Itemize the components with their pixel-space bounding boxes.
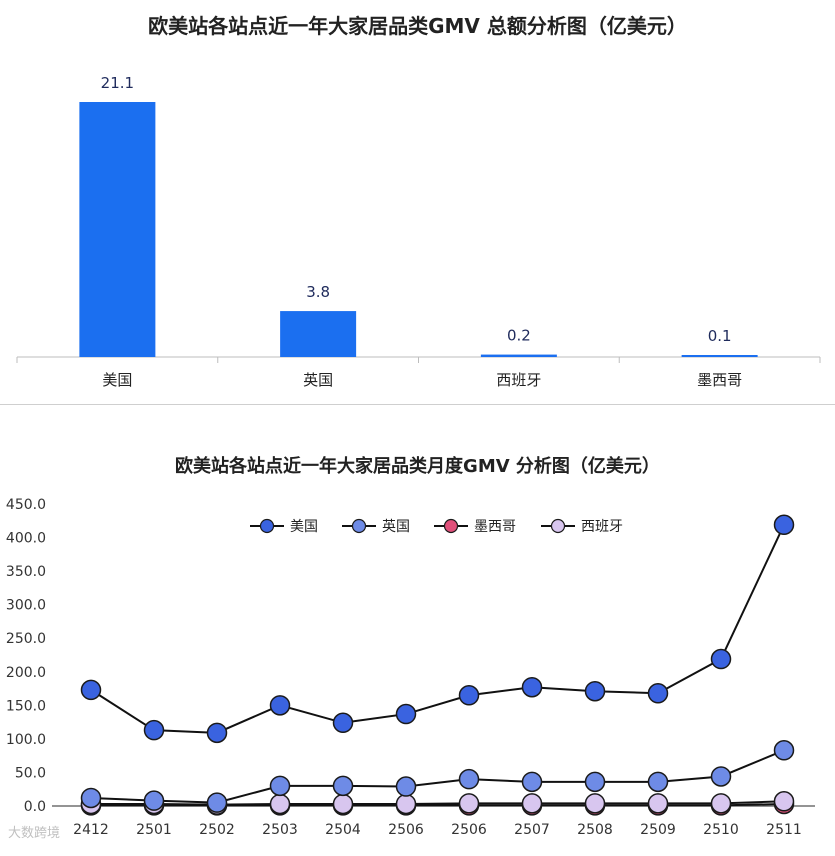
x-tick-label: 2506: [388, 822, 424, 838]
series-0-point: [395, 703, 417, 725]
series-1-point: [584, 771, 606, 793]
series-0-point: [206, 722, 228, 744]
series-1-point: [458, 768, 480, 790]
x-tick-label: 2412: [73, 822, 109, 838]
bar-3: [681, 355, 758, 357]
series-3-point: [458, 793, 480, 814]
legend-label: 英国: [382, 518, 410, 535]
y-tick-label: 450.0: [6, 497, 46, 513]
series-1-point: [710, 766, 732, 787]
series-0-point: [458, 685, 480, 706]
series-0-point: [647, 683, 669, 704]
series-1-point: [395, 776, 417, 797]
panel-divider: [0, 404, 835, 405]
x-tick-label: 2508: [577, 822, 613, 838]
series-1-point: [521, 771, 543, 793]
bar-value-label: 3.8: [306, 283, 330, 301]
series-0-point: [521, 676, 543, 698]
x-tick-label: 2503: [262, 822, 298, 838]
bar-chart-plot: 21.1 美国 3.8 英国 0.2 西班牙 0.1 墨西哥: [16, 74, 821, 389]
bar-category-label: 墨西哥: [697, 371, 742, 389]
series-0-point: [143, 719, 165, 741]
series-3-point: [584, 793, 606, 814]
bar-value-label: 0.1: [708, 327, 732, 345]
bar-value-label: 21.1: [101, 74, 134, 92]
series-3-point: [269, 793, 291, 815]
series-1-point: [80, 787, 102, 809]
series-0-point: [710, 648, 732, 670]
series-3-point: [773, 791, 795, 812]
y-tick-label: 250.0: [6, 631, 46, 647]
bar-2: [480, 354, 557, 357]
bar-chart-title: 欧美站各站点近一年大家居品类GMV 总额分析图（亿美元）: [148, 14, 687, 38]
x-tick-label: 2507: [514, 822, 550, 838]
series-3-point: [395, 793, 417, 815]
bar-0: [79, 102, 156, 357]
legend-label: 美国: [290, 519, 318, 535]
x-tick-label: 2509: [640, 822, 676, 838]
series-0-point: [773, 514, 795, 536]
legend-label: 西班牙: [581, 519, 623, 535]
x-tick-label: 2511: [766, 822, 802, 838]
legend-label: 墨西哥: [474, 519, 516, 535]
watermark-text: 大数跨境: [8, 826, 61, 841]
y-tick-label: 300.0: [6, 598, 46, 614]
series-3-point: [647, 793, 669, 814]
series-1-point: [143, 790, 165, 811]
y-tick-label: 50.0: [15, 765, 46, 781]
series-3-point: [332, 793, 354, 815]
legend-marker: [351, 518, 367, 534]
y-tick-label: 200.0: [6, 665, 46, 681]
x-tick-label: 2510: [703, 822, 739, 838]
line-chart-title: 欧美站各站点近一年大家居品类月度GMV 分析图（亿美元）: [175, 456, 660, 477]
series-0-point: [332, 712, 354, 734]
y-tick-label: 350.0: [6, 564, 46, 580]
bar-value-label: 0.2: [507, 327, 531, 345]
bar-1: [280, 311, 357, 357]
bar-category-label: 英国: [303, 371, 333, 389]
legend-marker: [259, 518, 275, 534]
monthly-gmv-line-chart: 欧美站各站点近一年大家居品类月度GMV 分析图（亿美元） 0.0 50.0 100.…: [0, 434, 835, 852]
x-tick-label: 2501: [136, 822, 172, 838]
series-3-point: [710, 793, 732, 814]
legend-marker: [550, 518, 566, 534]
legend-marker: [443, 518, 459, 534]
y-tick-label: 0.0: [24, 799, 46, 815]
series-line-3: [91, 800, 785, 806]
bar-category-label: 美国: [102, 371, 132, 389]
x-tick-label: 2502: [199, 822, 235, 838]
line-chart-plot: 0.0 50.0 100.0 150.0 200.0 250.0 300.0 350.0 400…: [6, 497, 815, 838]
series-line-0: [90, 524, 785, 734]
series-line-1: [90, 749, 785, 804]
x-tick-label: 2506: [451, 822, 487, 838]
series-0-point: [584, 680, 606, 702]
bar-category-label: 西班牙: [496, 371, 541, 389]
series-1-point: [206, 792, 228, 813]
series-0-point: [80, 679, 102, 701]
y-tick-label: 100.0: [6, 732, 46, 748]
total-gmv-bar-chart: 欧美站各站点近一年大家居品类GMV 总额分析图（亿美元） 21.1 美国 3.8 英国…: [0, 0, 835, 400]
series-1-point: [773, 740, 795, 761]
series-1-point: [332, 775, 354, 797]
series-1-point: [647, 771, 669, 793]
y-tick-label: 400.0: [6, 531, 46, 547]
series-3-point: [521, 793, 543, 814]
series-1-point: [269, 775, 291, 797]
x-tick-label: 2504: [325, 822, 361, 838]
series-0-point: [269, 695, 291, 716]
y-tick-label: 150.0: [6, 698, 46, 714]
